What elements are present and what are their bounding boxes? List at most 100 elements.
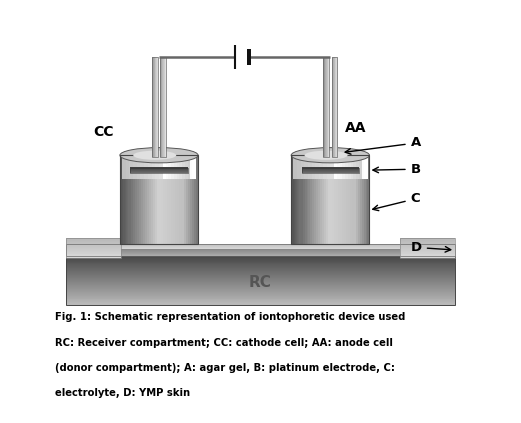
- Bar: [303, 155, 305, 244]
- Bar: [319, 155, 323, 179]
- Bar: [121, 155, 122, 244]
- Text: RC: Receiver compartment; CC: cathode cell; AA: anode cell: RC: Receiver compartment; CC: cathode ce…: [55, 338, 393, 348]
- Bar: [163, 57, 164, 157]
- Bar: [179, 155, 181, 244]
- Bar: [346, 155, 348, 244]
- Bar: [66, 246, 455, 247]
- Bar: [66, 243, 121, 244]
- Bar: [188, 155, 191, 179]
- Bar: [66, 277, 455, 278]
- Bar: [318, 155, 320, 244]
- Bar: [190, 155, 192, 244]
- Bar: [332, 155, 334, 244]
- Bar: [66, 296, 455, 297]
- Bar: [291, 155, 293, 244]
- Bar: [66, 244, 121, 245]
- Bar: [174, 155, 177, 179]
- Bar: [356, 155, 358, 244]
- Bar: [126, 155, 127, 244]
- Bar: [126, 155, 130, 179]
- Bar: [180, 155, 183, 244]
- Bar: [66, 255, 121, 257]
- Bar: [326, 57, 327, 157]
- Bar: [159, 155, 163, 179]
- Bar: [340, 155, 343, 179]
- Bar: [66, 280, 455, 281]
- Bar: [316, 155, 319, 244]
- Bar: [66, 250, 121, 251]
- Bar: [66, 281, 455, 282]
- Bar: [143, 155, 145, 244]
- Bar: [66, 253, 455, 254]
- Bar: [155, 57, 156, 157]
- Bar: [66, 249, 455, 250]
- Bar: [167, 155, 169, 244]
- Bar: [334, 155, 337, 244]
- Bar: [123, 155, 125, 244]
- Bar: [66, 266, 455, 268]
- Bar: [66, 283, 455, 284]
- Bar: [356, 155, 359, 179]
- Bar: [304, 155, 307, 244]
- Bar: [152, 57, 158, 157]
- Text: Fig. 1: Schematic representation of iontophoretic device used: Fig. 1: Schematic representation of iont…: [55, 312, 406, 322]
- Bar: [66, 253, 121, 254]
- Bar: [133, 155, 137, 179]
- Text: D: D: [411, 241, 451, 254]
- Bar: [122, 155, 123, 244]
- Bar: [308, 155, 312, 179]
- Bar: [185, 155, 188, 179]
- Bar: [66, 260, 455, 261]
- Bar: [302, 172, 359, 173]
- Bar: [400, 245, 455, 246]
- Bar: [66, 247, 121, 248]
- Bar: [66, 294, 455, 295]
- Bar: [333, 57, 334, 157]
- Bar: [169, 155, 171, 244]
- Bar: [302, 170, 359, 171]
- Bar: [328, 57, 329, 157]
- Bar: [66, 252, 121, 253]
- Bar: [334, 155, 337, 179]
- Bar: [66, 251, 455, 252]
- Bar: [182, 155, 185, 179]
- Bar: [125, 155, 126, 244]
- Ellipse shape: [305, 151, 348, 160]
- Bar: [66, 303, 455, 305]
- Bar: [157, 155, 159, 244]
- Bar: [66, 255, 455, 257]
- Bar: [324, 57, 325, 157]
- Bar: [400, 247, 455, 248]
- Bar: [326, 155, 329, 244]
- Bar: [292, 155, 294, 244]
- Bar: [66, 293, 455, 294]
- Bar: [302, 168, 359, 169]
- Bar: [66, 257, 455, 258]
- Bar: [122, 155, 126, 179]
- Bar: [66, 249, 121, 250]
- Bar: [66, 253, 455, 254]
- Bar: [320, 155, 322, 244]
- Bar: [188, 155, 191, 244]
- Bar: [364, 155, 367, 179]
- Bar: [137, 155, 139, 244]
- Bar: [66, 248, 121, 249]
- Bar: [66, 290, 455, 291]
- Bar: [66, 242, 121, 243]
- Bar: [400, 240, 455, 241]
- Bar: [351, 155, 354, 179]
- Bar: [66, 269, 455, 271]
- Bar: [187, 155, 189, 244]
- Bar: [66, 270, 455, 272]
- Bar: [161, 155, 163, 244]
- Bar: [336, 155, 338, 244]
- Bar: [170, 155, 174, 179]
- Bar: [148, 155, 152, 179]
- Bar: [327, 155, 330, 179]
- Bar: [353, 155, 356, 179]
- Bar: [400, 238, 455, 239]
- Bar: [337, 57, 338, 157]
- Text: RC: RC: [249, 275, 272, 290]
- Bar: [66, 245, 121, 246]
- Bar: [304, 155, 308, 179]
